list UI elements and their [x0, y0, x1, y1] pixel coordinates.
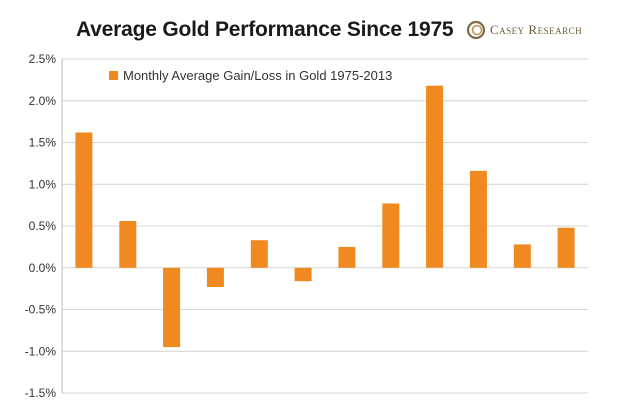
chart-title: Average Gold Performance Since 1975	[76, 18, 454, 41]
bar	[469, 170, 487, 268]
bar	[163, 267, 181, 348]
bars	[75, 85, 575, 348]
bar	[557, 227, 575, 268]
legend-swatch	[109, 71, 118, 80]
y-axis: 2.5% 2.0% 1.5% 1.0% 0.5% 0.0% -0.5% -1.0% -1.5%	[25, 52, 63, 400]
y-tick-label: -0.5%	[25, 303, 57, 317]
y-tick-label: 0.0%	[29, 261, 57, 275]
y-tick-label: 2.5%	[29, 52, 57, 66]
legend: Monthly Average Gain/Loss in Gold 1975-2…	[109, 68, 392, 83]
brand-logo: Casey Research	[466, 20, 582, 40]
casey-research-logo-icon	[466, 20, 486, 40]
brand-name: Casey Research	[490, 22, 583, 37]
bar	[119, 221, 137, 268]
y-tick-label: 1.0%	[29, 177, 57, 191]
y-tick-label: -1.5%	[25, 386, 57, 400]
bar	[294, 267, 312, 282]
bar	[426, 85, 444, 268]
bar	[513, 244, 531, 268]
bar	[75, 132, 93, 268]
bar	[338, 246, 356, 268]
bar	[206, 267, 224, 287]
gridlines	[62, 58, 588, 394]
bar	[250, 240, 268, 268]
y-tick-label: -1.0%	[25, 344, 57, 358]
legend-label: Monthly Average Gain/Loss in Gold 1975-2…	[123, 68, 392, 83]
y-tick-label: 1.5%	[29, 136, 57, 150]
y-tick-label: 2.0%	[29, 94, 57, 108]
bar	[382, 203, 400, 268]
y-tick-label: 0.5%	[29, 219, 57, 233]
